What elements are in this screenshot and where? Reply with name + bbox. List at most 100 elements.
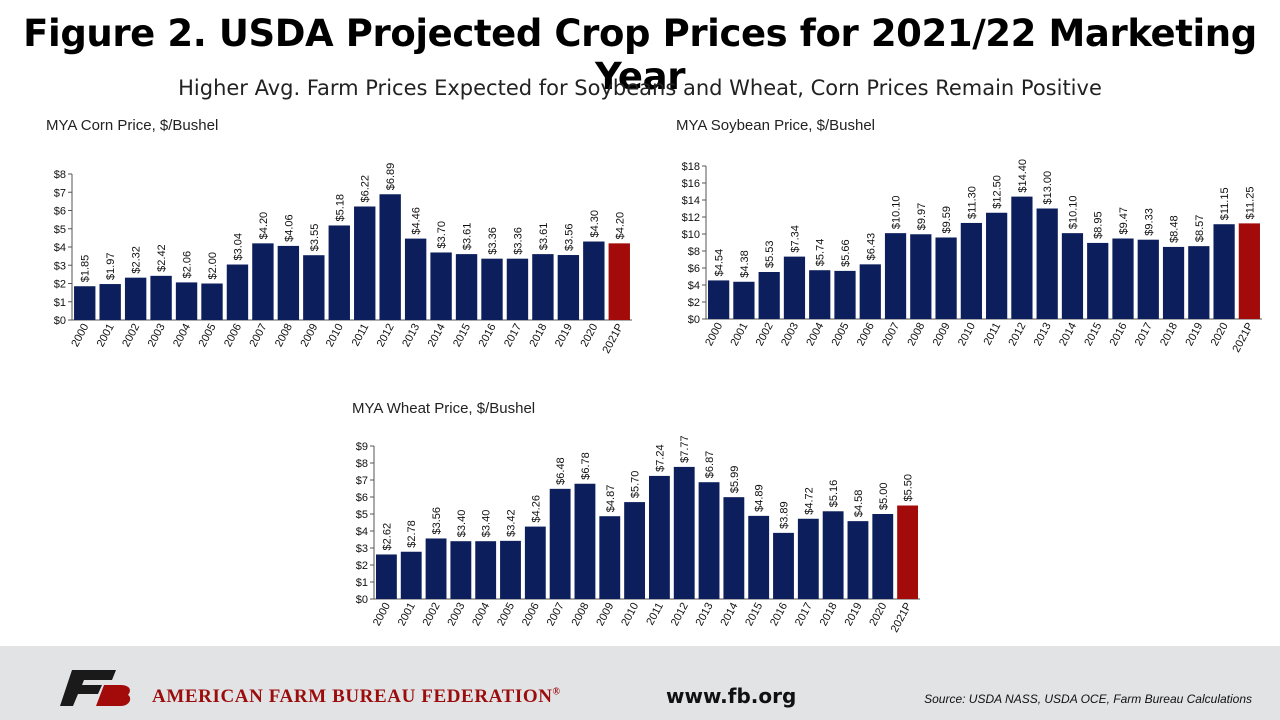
soy-bar	[1238, 223, 1260, 319]
soy-category-label: 2016	[1108, 321, 1130, 348]
soy-value-label: $11.25	[1244, 187, 1256, 220]
corn-bar	[532, 254, 554, 320]
corn-value-label: $4.46	[411, 207, 423, 235]
soy-bar	[1213, 224, 1235, 319]
corn-value-label: $4.30	[589, 210, 601, 238]
corn-bar	[379, 194, 401, 320]
wheat-bar	[797, 518, 819, 599]
wheat-category-label: 2003	[445, 601, 467, 628]
wheat-value-label: $7.24	[654, 444, 666, 472]
wheat-category-label: 2001	[396, 601, 418, 628]
wheat-price-chart: MYA Wheat Price, $/Bushel $0 $1 $2 $3 $4 $5 $6 $…	[330, 392, 950, 642]
wheat-category-label: 2010	[619, 601, 641, 628]
soy-category-label: 2000	[703, 321, 725, 348]
wheat-bar	[500, 540, 521, 599]
soy-category-label: 2010	[956, 321, 978, 348]
wheat-bar	[375, 554, 397, 599]
soybean-price-chart: MYA Soybean Price, $/Bushel $0 $2 $4 $6 $8 $10…	[650, 112, 1270, 382]
wheat-bar	[748, 515, 770, 599]
fb-logo-icon	[60, 670, 131, 706]
corn-category-label: 2021P	[600, 322, 626, 356]
wheat-y-tick-label: $2	[356, 560, 368, 572]
website-link[interactable]: www.fb.org	[666, 684, 797, 708]
soy-bar	[1036, 208, 1058, 319]
soy-bar	[1011, 196, 1033, 319]
wheat-bar	[847, 521, 869, 599]
wheat-category-label: 2006	[520, 601, 542, 628]
corn-bar	[252, 243, 274, 320]
corn-category-label: 2006	[222, 322, 244, 349]
soy-y-tick-label: $0	[688, 314, 700, 326]
wheat-y-tick-label: $8	[356, 458, 368, 470]
wheat-value-label: $5.99	[729, 466, 741, 494]
wheat-category-label: 2008	[570, 601, 592, 628]
wheat-bar	[673, 466, 695, 599]
wheat-value-label: $3.40	[481, 510, 493, 538]
wheat-category-label: 2013	[694, 601, 716, 628]
wheat-category-label: 2000	[371, 601, 393, 628]
soy-y-tick-label: $14	[682, 195, 700, 207]
corn-value-label: $4.20	[258, 212, 270, 240]
soy-category-label: 2006	[855, 321, 877, 348]
wheat-category-label: 2016	[768, 601, 790, 628]
figure-title: Figure 2. USDA Projected Crop Prices for…	[23, 12, 1257, 98]
wheat-value-label: $3.89	[779, 501, 791, 529]
soy-value-label: $6.43	[865, 233, 877, 261]
corn-category-label: 2010	[324, 322, 346, 349]
soy-category-label: 2009	[931, 321, 953, 348]
wheat-chart-title: MYA Wheat Price, $/Bushel	[352, 400, 535, 417]
wheat-bar	[400, 551, 422, 599]
corn-value-label: $1.97	[105, 253, 117, 281]
wheat-category-label: 2019	[843, 601, 865, 628]
soy-category-label: 2019	[1183, 321, 1205, 348]
wheat-value-label: $5.16	[828, 480, 840, 508]
wheat-y-tick-label: $3	[356, 543, 368, 555]
wheat-bar	[872, 514, 894, 599]
wheat-category-label: 2012	[669, 601, 691, 628]
soy-y-tick-label: $12	[682, 212, 700, 224]
corn-value-label: $6.22	[360, 175, 372, 203]
soy-value-label: $10.10	[891, 195, 903, 229]
footer-bar: AMERICAN FARM BUREAU FEDERATION® www.fb.…	[0, 646, 1280, 720]
source-note: Source: USDA NASS, USDA OCE, Farm Bureau…	[924, 692, 1252, 706]
soy-category-label: 2015	[1082, 321, 1104, 348]
soy-category-label: 2011	[982, 321, 1004, 348]
soy-category-label: 2017	[1133, 321, 1155, 348]
wheat-category-label: 2017	[793, 601, 815, 628]
wheat-value-label: $3.56	[431, 507, 443, 535]
corn-value-label: $2.32	[131, 246, 143, 274]
wheat-bar	[450, 541, 472, 599]
soy-value-label: $5.66	[840, 239, 852, 267]
wheat-value-label: $5.50	[903, 474, 915, 502]
corn-value-label: $6.89	[385, 163, 397, 191]
wheat-value-label: $6.87	[704, 451, 716, 479]
corn-y-tick-label: $0	[54, 315, 66, 327]
soy-value-label: $9.59	[941, 206, 953, 234]
soy-value-label: $11.30	[966, 186, 978, 219]
wheat-bar	[524, 526, 546, 599]
soy-category-label: 2001	[728, 321, 750, 348]
corn-y-tick-label: $7	[54, 187, 66, 199]
wheat-y-tick-label: $0	[356, 594, 368, 606]
soy-bar	[884, 233, 907, 319]
corn-value-label: $1.85	[80, 255, 92, 283]
corn-value-label: $5.18	[334, 194, 346, 222]
corn-bar	[175, 282, 198, 320]
wheat-y-tick-label: $6	[356, 492, 368, 504]
corn-value-label: $4.06	[283, 214, 295, 242]
corn-y-tick-label: $3	[54, 260, 66, 272]
wheat-category-label: 2014	[718, 601, 740, 628]
wheat-value-label: $4.89	[754, 484, 766, 512]
soy-bar	[1061, 233, 1084, 319]
soy-bar	[910, 234, 932, 319]
soy-value-label: $9.33	[1143, 208, 1155, 236]
wheat-value-label: $6.48	[555, 457, 567, 485]
corn-category-label: 2019	[553, 322, 575, 349]
wheat-bar	[549, 488, 571, 599]
corn-y-tick-label: $1	[54, 297, 66, 309]
corn-y-tick-label: $2	[54, 279, 66, 291]
soy-value-label: $11.15	[1219, 187, 1231, 220]
wheat-category-label: 2011	[644, 601, 666, 628]
soy-bar	[1162, 246, 1185, 319]
wheat-value-label: $7.77	[679, 435, 691, 463]
